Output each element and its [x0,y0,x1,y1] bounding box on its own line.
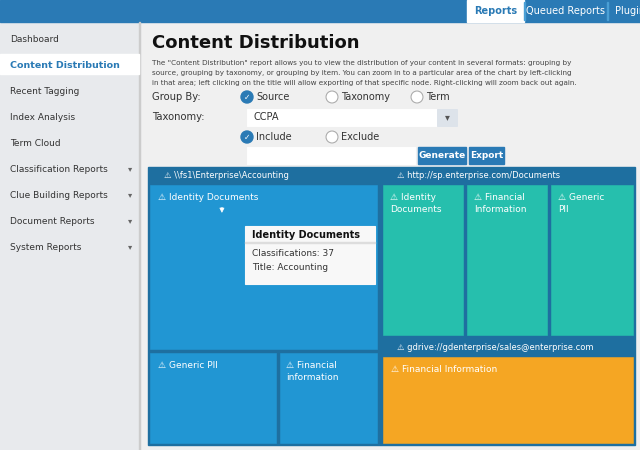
Text: Group By:: Group By: [152,92,200,102]
Bar [150,353,276,443]
Circle shape [241,91,253,103]
Text: Content Distribution: Content Distribution [152,34,360,52]
Text: ⚠ Identity Documents: ⚠ Identity Documents [158,193,259,202]
Bar [551,185,633,335]
Text: Classification Reports: Classification Reports [10,165,108,174]
Text: Title: Accounting: Title: Accounting [252,263,328,272]
Bar [437,108,457,126]
Text: Document Reports: Document Reports [10,216,95,225]
Bar [247,147,415,163]
Text: ⚠ Generic PII: ⚠ Generic PII [158,361,218,370]
Text: ⚠ Financial Information: ⚠ Financial Information [391,365,497,374]
Text: Queued Reports: Queued Reports [527,6,605,16]
Text: Plugins: Plugins [616,6,640,16]
Text: ⚠ \\fs1\Enterprise\Accounting: ⚠ \\fs1\Enterprise\Accounting [164,171,289,180]
Text: ▾: ▾ [128,165,132,174]
Bar [467,0,524,22]
Text: Reports: Reports [474,6,517,16]
Bar [245,226,375,284]
Circle shape [326,131,338,143]
Bar [245,242,375,243]
Bar [247,108,457,126]
Bar [383,185,463,335]
Bar [469,147,504,163]
Text: Dashboard: Dashboard [10,35,59,44]
Circle shape [411,91,423,103]
Bar [148,167,635,445]
Text: ⚠ http://sp.enterprise.com/Documents: ⚠ http://sp.enterprise.com/Documents [397,171,560,180]
Text: Term: Term [426,92,450,102]
Text: ⚠ Generic
PII: ⚠ Generic PII [558,193,604,214]
Text: Classifications: 37: Classifications: 37 [252,249,334,258]
Bar [418,147,466,163]
Text: ✓: ✓ [244,133,250,142]
Text: ⚠ Financial
Information: ⚠ Financial Information [474,193,527,214]
Bar [607,2,608,20]
Text: Index Analysis: Index Analysis [10,112,75,122]
Bar [0,54,139,74]
Text: ▾: ▾ [128,243,132,252]
Text: ⚠ Financial
information: ⚠ Financial information [286,361,339,382]
Text: ✓: ✓ [244,93,250,102]
Text: CCPA: CCPA [253,112,278,122]
Bar [467,185,547,335]
Bar [280,353,377,443]
Text: Taxonomy: Taxonomy [341,92,390,102]
Text: ⚠ Identity
Documents: ⚠ Identity Documents [390,193,442,214]
Text: Clue Building Reports: Clue Building Reports [10,190,108,199]
Text: System Reports: System Reports [10,243,81,252]
Text: source, grouping by taxonomy, or grouping by item. You can zoom in to a particul: source, grouping by taxonomy, or groupin… [152,70,572,76]
Text: Generate: Generate [419,150,466,159]
Text: in that area; left clicking on the title will allow exporting of that specific n: in that area; left clicking on the title… [152,80,577,86]
Text: Export: Export [470,150,503,159]
Text: Source: Source [256,92,289,102]
Text: Exclude: Exclude [341,132,380,142]
Text: ⚠ gdrive://gdenterprise/sales@enterprise.com: ⚠ gdrive://gdenterprise/sales@enterprise… [397,342,593,351]
Text: ▾: ▾ [445,112,449,122]
Text: Recent Tagging: Recent Tagging [10,86,79,95]
Bar [383,357,633,443]
Text: ▾: ▾ [128,216,132,225]
Circle shape [326,91,338,103]
Text: Taxonomy:: Taxonomy: [152,112,205,122]
Bar [139,22,140,450]
Bar [150,185,377,349]
Text: Include: Include [256,132,292,142]
Bar [0,22,140,450]
Bar [524,2,525,20]
Text: Identity Documents: Identity Documents [252,230,360,240]
Text: Content Distribution: Content Distribution [10,60,120,69]
Bar [0,0,640,22]
Text: Term Cloud: Term Cloud [10,139,61,148]
Text: ▾: ▾ [128,190,132,199]
Text: The "Content Distribution" report allows you to view the distribution of your co: The "Content Distribution" report allows… [152,60,572,66]
Circle shape [241,131,253,143]
